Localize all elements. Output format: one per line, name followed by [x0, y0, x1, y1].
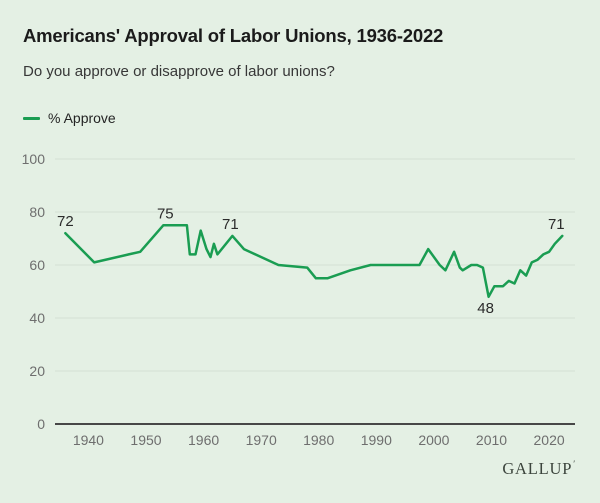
legend-line-swatch — [23, 116, 40, 120]
gallup-logo-text: GALLUP — [502, 459, 573, 478]
y-tick-label: 100 — [22, 151, 46, 167]
data-label-48: 48 — [477, 300, 494, 317]
y-tick-label: 80 — [29, 204, 45, 220]
x-tick-label: 2020 — [534, 432, 565, 448]
x-tick-label: 1970 — [246, 432, 277, 448]
x-tick-label: 1980 — [303, 432, 334, 448]
data-label-71: 71 — [548, 216, 565, 233]
x-tick-label: 1940 — [73, 432, 104, 448]
data-label-75: 75 — [157, 205, 174, 222]
gallup-trademark-icon: ′ — [573, 459, 576, 469]
legend-label: % Approve — [48, 110, 116, 126]
x-tick-label: 1950 — [130, 432, 161, 448]
y-tick-label: 20 — [29, 363, 45, 379]
legend: % Approve — [23, 110, 116, 126]
x-tick-label: 2010 — [476, 432, 507, 448]
chart-title: Americans' Approval of Labor Unions, 193… — [23, 25, 444, 46]
x-tick-label: 2000 — [418, 432, 449, 448]
x-tick-label: 1960 — [188, 432, 219, 448]
y-tick-label: 60 — [29, 257, 45, 273]
chart-subtitle: Do you approve or disapprove of labor un… — [23, 63, 335, 80]
data-label-71: 71 — [222, 216, 239, 233]
approve-line-series — [64, 224, 564, 299]
y-tick-label: 40 — [29, 310, 45, 326]
gallup-logo: GALLUP′ — [502, 459, 576, 479]
x-tick-label: 1990 — [361, 432, 392, 448]
data-label-72: 72 — [57, 213, 74, 230]
y-tick-label: 0 — [37, 416, 45, 432]
